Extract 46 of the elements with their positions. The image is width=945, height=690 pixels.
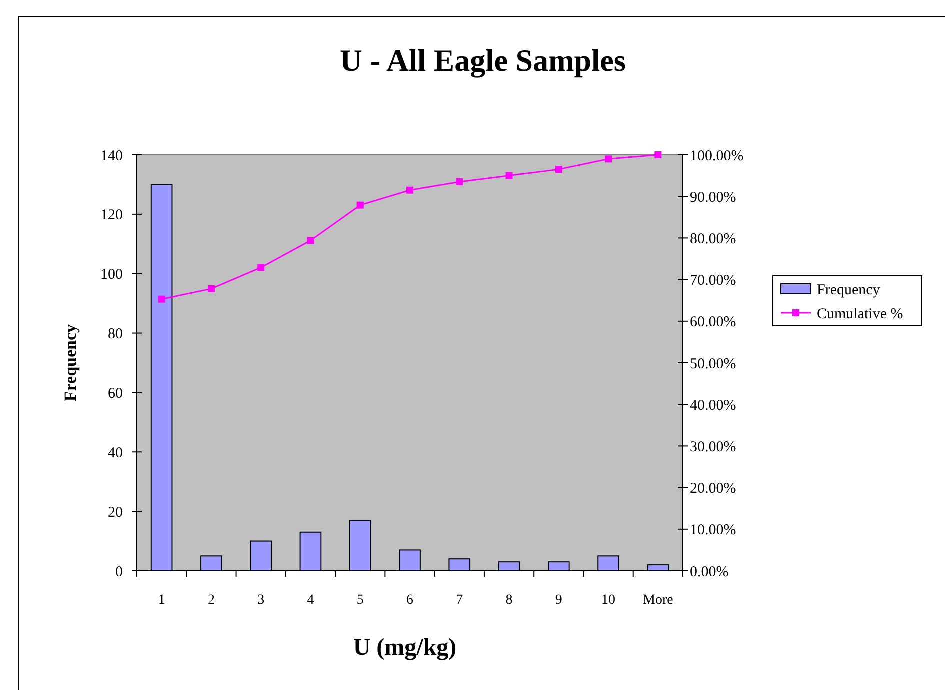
point: [307, 237, 314, 244]
y2-tick-label: 100.00%: [690, 148, 744, 164]
x-axis-title: U (mg/kg): [353, 635, 457, 661]
point: [506, 172, 513, 180]
y-tick-label: 60: [108, 386, 123, 402]
y2-tick-label: 50.00%: [690, 356, 736, 372]
point: [208, 285, 215, 292]
legend-label: Frequency: [817, 282, 881, 298]
point: [456, 178, 464, 186]
x-tick-label: 5: [356, 593, 364, 608]
y2-tick-label: 30.00%: [690, 439, 736, 456]
y2-tick-label: 70.00%: [690, 273, 736, 290]
point: [158, 296, 166, 303]
point: [654, 152, 662, 158]
x-tick-label: 1: [158, 593, 166, 608]
point: [555, 166, 562, 174]
x-tick-label: 2: [208, 593, 215, 608]
point: [406, 186, 414, 194]
x-tick-label: 4: [307, 593, 314, 608]
y-tick-label: 20: [108, 504, 123, 521]
point: [356, 202, 364, 209]
y2-tick-label: 40.00%: [690, 398, 736, 414]
x-tick-label: 7: [456, 593, 464, 608]
point: [258, 264, 265, 272]
y-tick-label: 0: [116, 564, 123, 580]
y-tick-label: 120: [100, 208, 123, 224]
x-tick-label: 9: [555, 593, 562, 608]
y2-tick-label: 10.00%: [690, 522, 736, 539]
chart-title: U - All Eagle Samples: [340, 43, 626, 78]
y2-tick-label: 20.00%: [690, 481, 736, 498]
y-tick-label: 80: [108, 326, 123, 343]
y2-tick-label: 0.00%: [690, 564, 729, 580]
x-tick-label: 8: [506, 593, 513, 608]
y2-tick-label: 90.00%: [690, 190, 736, 206]
point: [605, 156, 612, 163]
x-tick-label: More: [643, 593, 674, 608]
x-tick-label: 10: [602, 593, 616, 608]
y2-tick-label: 60.00%: [690, 314, 736, 331]
y2-tick-label: 80.00%: [690, 231, 736, 248]
y-tick-label: 40: [108, 445, 123, 462]
x-tick-label: 6: [406, 593, 414, 608]
y-tick-label: 140: [100, 148, 123, 164]
legend-label: Cumulative %: [817, 306, 904, 322]
y-axis-title: Frequency: [61, 324, 80, 402]
y-tick-label: 100: [100, 267, 123, 284]
x-tick-label: 3: [258, 593, 265, 608]
